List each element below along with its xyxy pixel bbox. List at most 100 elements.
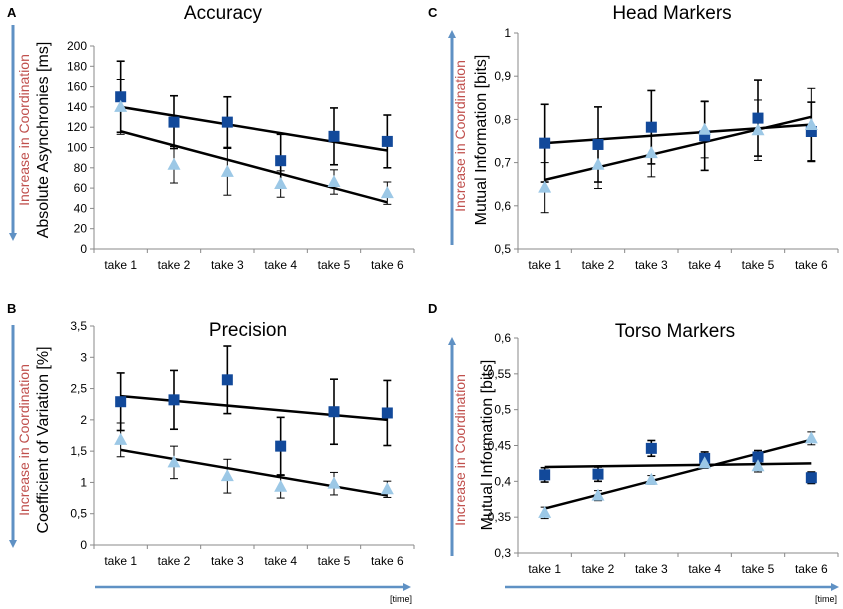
x-tick-label: take 2: [582, 562, 615, 576]
y-tick-label: 140: [67, 100, 87, 114]
x-tick-label: take 5: [742, 258, 775, 272]
y-tick-label: 0,6: [494, 331, 511, 345]
y-tick-label: 1: [504, 26, 511, 40]
data-point-triangle: [167, 455, 181, 468]
panel-letter-c: C: [428, 5, 438, 20]
y-tick-label: 0,9: [494, 69, 511, 83]
data-point-triangle: [591, 157, 605, 170]
trendline-light: [544, 438, 812, 510]
y-tick-label: 1,5: [70, 444, 87, 458]
ylabel-torso: Mutual Information [bits]: [479, 360, 496, 531]
chart-panel-d: 0,3 0,35 0,4 0,45 0,5 0,55 0,6 take 1 take 2 take…: [488, 331, 839, 576]
y-tick-label: 0: [80, 538, 87, 552]
chart-panel-c: 0,5 0,6 0,7 0,8 0,9 1 take 1 take 2 take 3 take 4…: [494, 26, 839, 272]
data-point-square: [752, 451, 764, 463]
data-point-square: [221, 374, 233, 386]
x-tick-label: take 4: [264, 554, 297, 568]
y-tick-label: 40: [74, 201, 88, 215]
data-point-triangle: [751, 459, 765, 472]
data-point-triangle: [327, 175, 341, 188]
title-accuracy: Accuracy: [184, 3, 263, 24]
panel-letter-a: A: [7, 5, 17, 20]
x-tick-label: take 1: [528, 562, 561, 576]
x-tick-label: take 3: [211, 258, 244, 272]
data-point-triangle: [644, 146, 658, 159]
data-point-triangle: [591, 488, 605, 501]
data-point-square: [592, 138, 604, 150]
data-point-triangle: [167, 157, 181, 170]
y-tick-label: 0,45: [488, 439, 512, 453]
data-point-triangle: [698, 122, 712, 135]
x-tick-label: take 6: [795, 258, 828, 272]
data-point-triangle: [114, 99, 128, 112]
y-tick-label: 2: [80, 413, 87, 427]
coordination-label-a: Increase in Coordination: [16, 54, 32, 206]
data-point-square: [645, 442, 657, 454]
y-tick-label: 2,5: [70, 382, 87, 396]
coordination-label-d: Increase in Coordination: [452, 374, 468, 526]
trendline-dark: [120, 394, 388, 422]
y-tick-label: 0,8: [494, 112, 511, 126]
data-point-square: [381, 135, 393, 147]
x-tick-label: take 3: [635, 258, 668, 272]
panel-letter-b: B: [7, 301, 16, 316]
data-point-triangle: [114, 432, 128, 445]
data-point-square: [592, 468, 604, 480]
chart-panel-a: 0 20 40 60 80 100 120 140 160 180 200 take 1 take 2 t…: [67, 39, 415, 272]
x-tick-label: take 6: [795, 562, 828, 576]
y-tick-label: 0,4: [494, 474, 511, 488]
x-tick-label: take 5: [318, 554, 351, 568]
data-point-square: [805, 125, 817, 137]
data-point-square: [115, 91, 127, 103]
data-point-square: [539, 469, 551, 481]
y-tick-label: 0,3: [494, 546, 511, 560]
panel-letter-d: D: [428, 301, 437, 316]
y-tick-label: 0: [80, 242, 87, 256]
data-point-triangle: [751, 123, 765, 136]
data-point-triangle: [220, 164, 234, 177]
y-tick-label: 0,7: [494, 156, 511, 170]
trendline-dark: [120, 105, 388, 152]
time-label-right: [time]: [815, 594, 837, 604]
trendline-light: [544, 115, 812, 182]
data-point-triangle: [274, 177, 288, 190]
data-point-square: [275, 440, 287, 452]
chart-panel-b: 0 0,5 1 1,5 2 2,5 3 3,5 take 1 take 2 take 3 take 4…: [70, 319, 415, 568]
x-tick-label: take 6: [371, 258, 404, 272]
y-tick-label: 60: [74, 181, 88, 195]
y-tick-label: 3,5: [70, 319, 87, 333]
y-tick-label: 80: [74, 161, 88, 175]
x-tick-label: take 1: [104, 554, 137, 568]
y-tick-label: 0,5: [70, 507, 87, 521]
data-point-square: [328, 130, 340, 142]
title-head-markers: Head Markers: [612, 3, 731, 24]
data-point-triangle: [804, 118, 818, 131]
data-point-square: [168, 116, 180, 128]
y-tick-label: 3: [80, 350, 87, 364]
y-tick-label: 0,35: [488, 510, 512, 524]
y-tick-label: 160: [67, 80, 87, 94]
y-tick-label: 180: [67, 59, 87, 73]
y-tick-label: 0,5: [494, 242, 511, 256]
trendline-dark: [544, 462, 812, 469]
x-tick-label: take 6: [371, 554, 404, 568]
x-tick-label: take 5: [318, 258, 351, 272]
x-tick-label: take 1: [104, 258, 137, 272]
data-point-triangle: [804, 431, 818, 444]
data-point-square: [539, 137, 551, 149]
data-point-triangle: [220, 469, 234, 482]
x-tick-label: take 2: [582, 258, 615, 272]
trendline-light: [120, 448, 388, 497]
data-point-triangle: [380, 482, 394, 495]
x-tick-label: take 5: [742, 562, 775, 576]
trendline-light: [120, 130, 388, 204]
data-point-square: [752, 112, 764, 124]
y-tick-label: 200: [67, 39, 87, 53]
data-point-square: [805, 472, 817, 484]
coordination-label-b: Increase in Coordination: [16, 364, 32, 516]
y-tick-label: 0,55: [488, 367, 512, 381]
coordination-label-c: Increase in Coordination: [452, 60, 468, 212]
data-point-triangle: [327, 476, 341, 489]
title-precision: Precision: [209, 320, 287, 341]
